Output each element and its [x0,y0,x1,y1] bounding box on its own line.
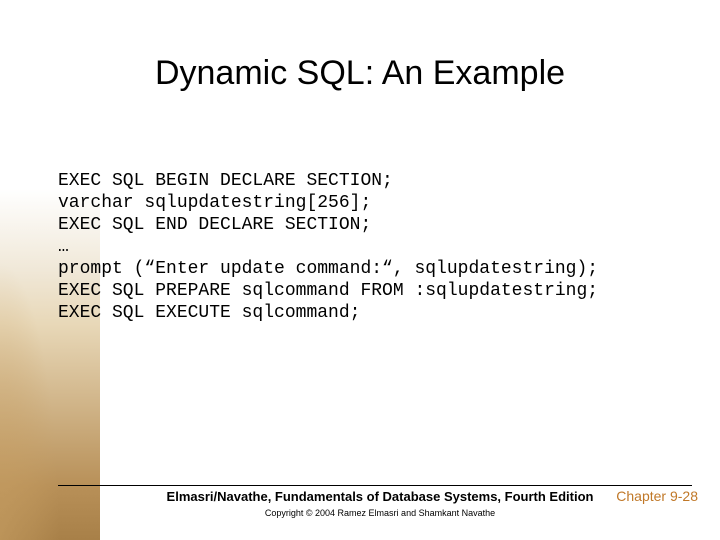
footer-copyright: Copyright © 2004 Ramez Elmasri and Shamk… [0,508,720,518]
slide-title: Dynamic SQL: An Example [0,54,720,93]
code-line-7: EXEC SQL EXECUTE sqlcommand; [58,303,360,323]
code-line-3: EXEC SQL END DECLARE SECTION; [58,215,371,235]
footer-divider [58,485,692,486]
code-line-6: EXEC SQL PREPARE sqlcommand FROM :sqlupd… [58,281,598,301]
code-line-4: … [58,237,69,257]
footer-book-title: Elmasri/Navathe, Fundamentals of Databas… [0,489,720,504]
code-line-1: EXEC SQL BEGIN DECLARE SECTION; [58,171,393,191]
chapter-label: Chapter 9-28 [616,488,698,504]
slide-container: Dynamic SQL: An Example EXEC SQL BEGIN D… [0,0,720,540]
code-block: EXEC SQL BEGIN DECLARE SECTION; varchar … [58,170,598,324]
code-line-2: varchar sqlupdatestring[256]; [58,193,371,213]
code-line-5: prompt (“Enter update command:“, sqlupda… [58,259,598,279]
